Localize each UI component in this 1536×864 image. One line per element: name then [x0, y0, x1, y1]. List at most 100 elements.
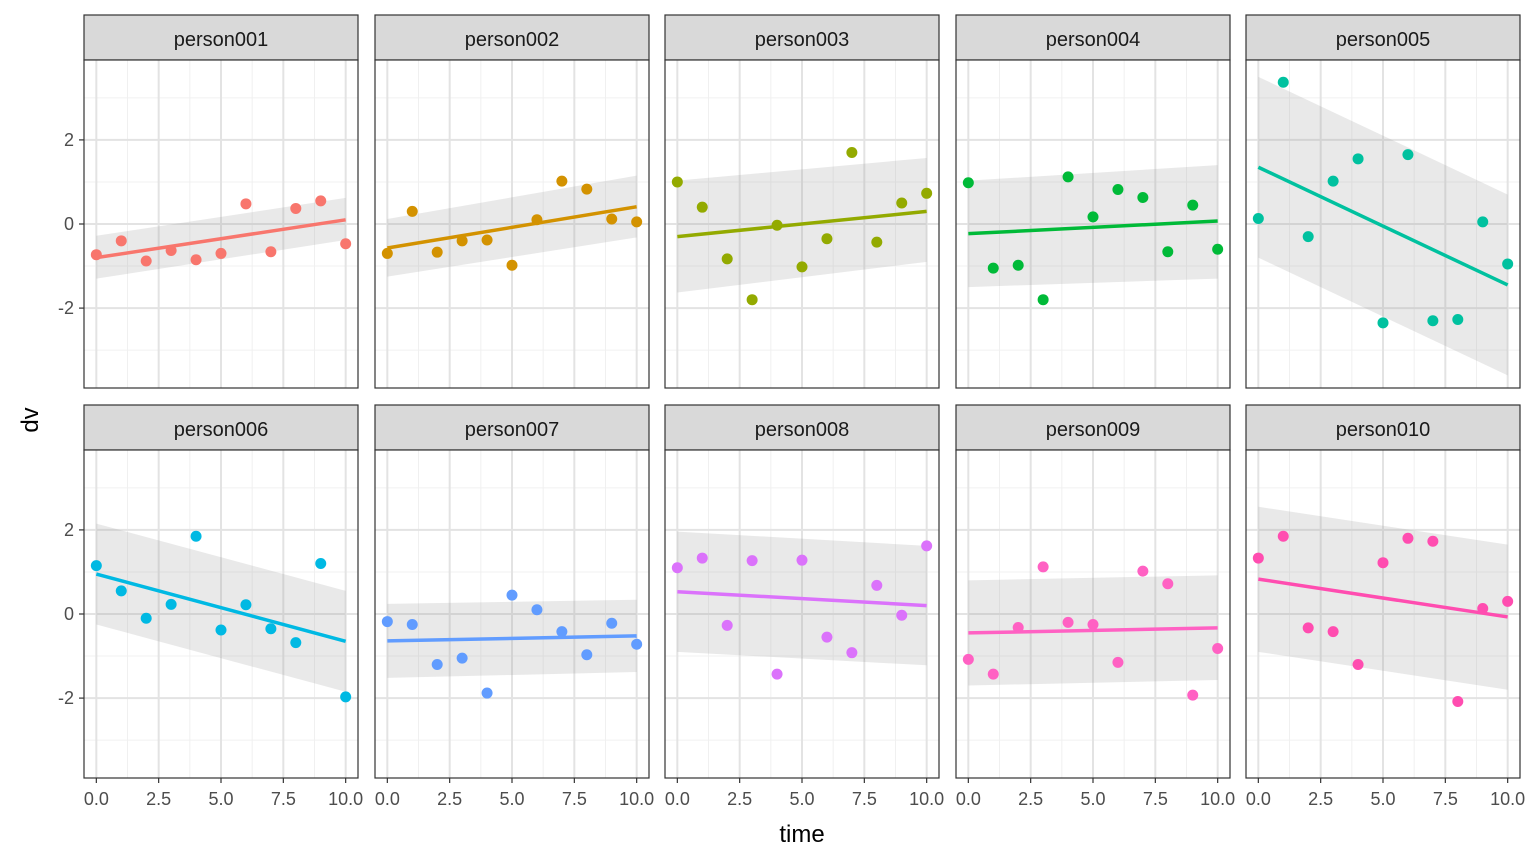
data-point: [746, 294, 758, 306]
facet-panel: person003: [664, 14, 940, 389]
data-point: [696, 552, 708, 564]
facet-strip: [955, 404, 1231, 451]
data-point: [1137, 192, 1149, 204]
facet-panel: person001 -2 0 2: [58, 14, 359, 389]
data-point: [1277, 530, 1289, 542]
data-point: [796, 554, 808, 566]
x-tick-label: 2.5: [1018, 789, 1043, 809]
data-point: [871, 579, 883, 591]
y-tick-label: 0: [64, 604, 74, 624]
data-point: [771, 668, 783, 680]
data-point: [1402, 532, 1414, 544]
data-point: [1037, 294, 1049, 306]
data-point: [340, 691, 352, 703]
data-point: [1162, 578, 1174, 590]
data-point: [531, 604, 543, 616]
facet-strip: [1245, 404, 1521, 451]
data-point: [1502, 258, 1514, 270]
data-point: [140, 255, 152, 267]
data-point: [1477, 216, 1489, 228]
data-point: [315, 558, 327, 570]
data-point: [671, 176, 683, 188]
facet-panel: person002: [374, 14, 650, 389]
data-point: [1452, 695, 1464, 707]
data-point: [581, 649, 593, 661]
facet-strip-label: person006: [174, 419, 269, 441]
data-point: [481, 687, 493, 699]
data-point: [315, 195, 327, 207]
data-point: [821, 233, 833, 245]
data-point: [1062, 616, 1074, 628]
data-point: [1377, 317, 1389, 329]
x-tick-label: 10.0: [909, 789, 944, 809]
facet-strip: [83, 404, 359, 451]
data-point: [581, 183, 593, 195]
x-tick-label: 5.0: [1080, 789, 1105, 809]
data-point: [556, 175, 568, 187]
data-point: [1352, 658, 1364, 670]
data-point: [215, 624, 227, 636]
facet-strip: [955, 14, 1231, 61]
data-point: [265, 623, 277, 635]
x-tick-label: 10.0: [619, 789, 654, 809]
y-tick-label: -2: [58, 688, 74, 708]
data-point: [746, 555, 758, 567]
facet-strip: [374, 14, 650, 61]
facet-strip-label: person004: [1046, 29, 1141, 51]
data-point: [90, 560, 102, 572]
facet-strip: [83, 14, 359, 61]
data-point: [1252, 552, 1264, 564]
data-point: [671, 562, 683, 574]
regression-line: [95, 572, 347, 644]
facet-strip-label: person001: [174, 29, 269, 51]
regression-line: [96, 218, 346, 260]
panel-border: [374, 59, 650, 389]
x-tick-label: 7.5: [271, 789, 296, 809]
regression-line: [677, 209, 927, 239]
facet-strip-label: person008: [755, 419, 850, 441]
panel-border: [1245, 59, 1521, 389]
data-point: [140, 612, 152, 624]
data-point: [1252, 213, 1264, 225]
facet-panel: person010 0.0 2.5 5.0 7.5 10.0: [1245, 404, 1525, 809]
data-point: [456, 235, 468, 247]
facet-strip: [664, 14, 940, 61]
x-tick-label: 5.0: [208, 789, 233, 809]
y-tick-label: 0: [64, 214, 74, 234]
x-tick-label: 2.5: [146, 789, 171, 809]
x-axis-title: time: [779, 821, 824, 848]
data-point: [1327, 175, 1339, 187]
facet-strip-label: person009: [1046, 419, 1141, 441]
facet-panel: person005: [1245, 14, 1521, 389]
facet-strip-label: person003: [755, 29, 850, 51]
x-tick-label: 5.0: [789, 789, 814, 809]
facet-panel: person007 0.0 2.5 5.0 7.5 10.0: [374, 404, 654, 809]
data-point: [721, 253, 733, 265]
regression-line: [1258, 577, 1508, 619]
x-tick-label: 0.0: [1246, 789, 1271, 809]
data-point: [1327, 626, 1339, 638]
facet-panel: person006 -2 0 2 0.0 2.5 5.0 7.5 10.0: [58, 404, 363, 809]
data-point: [987, 668, 999, 680]
data-point: [215, 247, 227, 259]
facet-strip: [664, 404, 940, 451]
x-tick-label: 0.0: [375, 789, 400, 809]
x-tick-label: 10.0: [1200, 789, 1235, 809]
data-point: [115, 585, 127, 597]
data-point: [1012, 259, 1024, 271]
x-tick-label: 7.5: [852, 789, 877, 809]
data-point: [290, 637, 302, 649]
x-tick-label: 7.5: [1143, 789, 1168, 809]
data-point: [506, 259, 518, 271]
data-point: [606, 617, 618, 629]
x-tick-label: 2.5: [437, 789, 462, 809]
data-point: [846, 647, 858, 659]
x-tick-label: 10.0: [1490, 789, 1525, 809]
data-point: [821, 631, 833, 643]
regression-line: [387, 634, 637, 643]
data-point: [1137, 565, 1149, 577]
regression-line: [677, 589, 927, 608]
facet-strip-label: person002: [465, 29, 560, 51]
data-point: [290, 202, 302, 214]
